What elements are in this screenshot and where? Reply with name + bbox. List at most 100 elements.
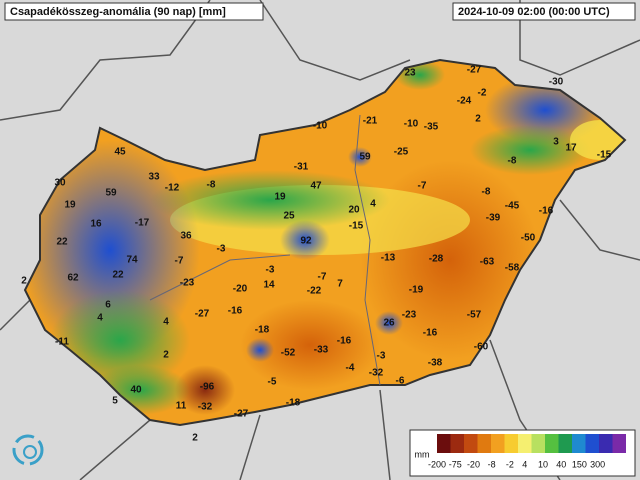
legend-tick-label: 40 <box>556 459 566 469</box>
station-value: 17 <box>565 143 577 154</box>
timestamp: 2024-10-09 02:00 (00:00 UTC) <box>458 6 610 18</box>
station-value: 19 <box>274 192 286 203</box>
station-value: -27 <box>195 309 210 320</box>
station-value: -19 <box>409 285 424 296</box>
station-value: -10 <box>404 119 419 130</box>
legend-tick-label: -8 <box>488 459 496 469</box>
legend-swatch <box>531 434 545 453</box>
station-value: -45 <box>505 201 520 212</box>
station-value: 36 <box>180 231 192 242</box>
station-value: 7 <box>337 279 343 290</box>
legend-swatch <box>437 434 451 453</box>
station-value: 4 <box>163 317 169 328</box>
station-value: -7 <box>418 181 427 192</box>
station-value: -23 <box>402 310 417 321</box>
station-value: 59 <box>105 188 117 199</box>
station-value: -16 <box>337 336 352 347</box>
station-value: 11 <box>176 401 187 412</box>
station-value: 19 <box>64 200 76 211</box>
station-value: 47 <box>310 181 322 192</box>
station-value: -15 <box>349 221 364 232</box>
station-value: 33 <box>148 172 160 183</box>
legend-swatch <box>491 434 505 453</box>
station-value: -21 <box>363 116 378 127</box>
station-value: 40 <box>130 385 142 396</box>
legend-swatch <box>572 434 586 453</box>
station-value: -7 <box>318 272 327 283</box>
station-value: -3 <box>217 244 226 255</box>
station-value: -28 <box>429 254 444 265</box>
station-value: -33 <box>314 345 329 356</box>
legend-swatch <box>477 434 491 453</box>
station-value: -11 <box>55 337 69 348</box>
legend-tick-label: 150 <box>572 459 587 469</box>
rivers <box>149 114 381 386</box>
station-value: -6 <box>396 376 405 387</box>
station-value: -96 <box>200 382 215 393</box>
legend-tick-label: -75 <box>449 459 462 469</box>
station-value: -16 <box>423 328 438 339</box>
logo <box>12 434 44 466</box>
station-value: -8 <box>207 180 216 191</box>
station-value: 4 <box>370 199 376 210</box>
station-value: -13 <box>381 253 396 264</box>
station-value: 22 <box>56 237 68 248</box>
station-value: -60 <box>474 342 489 353</box>
legend-swatch <box>612 434 626 453</box>
legend-tick-label: -20 <box>467 459 480 469</box>
station-value: 3 <box>553 137 559 148</box>
legend-tick-label: 10 <box>538 459 548 469</box>
station-value: -3 <box>377 351 386 362</box>
station-value: 6 <box>105 300 111 311</box>
station-value: -17 <box>135 218 150 229</box>
station-value: 22 <box>112 270 124 281</box>
station-value: -27 <box>234 409 249 420</box>
station-value: -4 <box>346 363 355 374</box>
timestamp-box <box>452 2 636 21</box>
country-border <box>23 58 627 427</box>
legend-tick-label: -2 <box>506 459 514 469</box>
station-value: -50 <box>521 233 536 244</box>
legend-swatch <box>599 434 613 453</box>
legend-swatch <box>518 434 532 453</box>
legend-tick-label: -200 <box>428 459 446 469</box>
station-value: 2 <box>163 350 169 361</box>
station-value: -12 <box>165 183 180 194</box>
station-value: 14 <box>263 280 275 291</box>
station-value: 30 <box>54 178 66 189</box>
station-value: -27 <box>467 65 482 76</box>
station-value: -25 <box>394 147 409 158</box>
station-value: -63 <box>480 257 495 268</box>
station-value: -35 <box>424 122 439 133</box>
legend-swatch <box>545 434 559 453</box>
station-value: -15 <box>597 150 612 161</box>
station-value: -38 <box>428 358 443 369</box>
station-value: 59 <box>359 152 371 163</box>
station-value: -18 <box>255 325 270 336</box>
station-value: 20 <box>348 205 360 216</box>
station-value: 26 <box>383 318 395 329</box>
legend-colorbar <box>437 434 626 453</box>
station-value: -7 <box>175 256 184 267</box>
station-value: -24 <box>457 96 472 107</box>
station-value: 25 <box>283 211 295 222</box>
station-value: -10 <box>313 121 328 132</box>
station-value: -3 <box>266 265 275 276</box>
station-value: 45 <box>114 147 126 158</box>
station-value: 5 <box>112 396 118 407</box>
legend-swatch <box>585 434 599 453</box>
station-value: -39 <box>486 213 501 224</box>
station-value: 16 <box>90 219 102 230</box>
station-value: -20 <box>233 284 248 295</box>
station-value: -22 <box>307 286 322 297</box>
station-value: -8 <box>482 187 491 198</box>
legend-swatch <box>558 434 572 453</box>
station-value: -5 <box>268 377 277 388</box>
station-value: -52 <box>281 348 296 359</box>
station-value: 2 <box>21 276 27 287</box>
station-value: -2 <box>478 88 487 99</box>
station-value: -57 <box>467 310 482 321</box>
station-value: -58 <box>505 263 520 274</box>
legend-swatch <box>504 434 518 453</box>
